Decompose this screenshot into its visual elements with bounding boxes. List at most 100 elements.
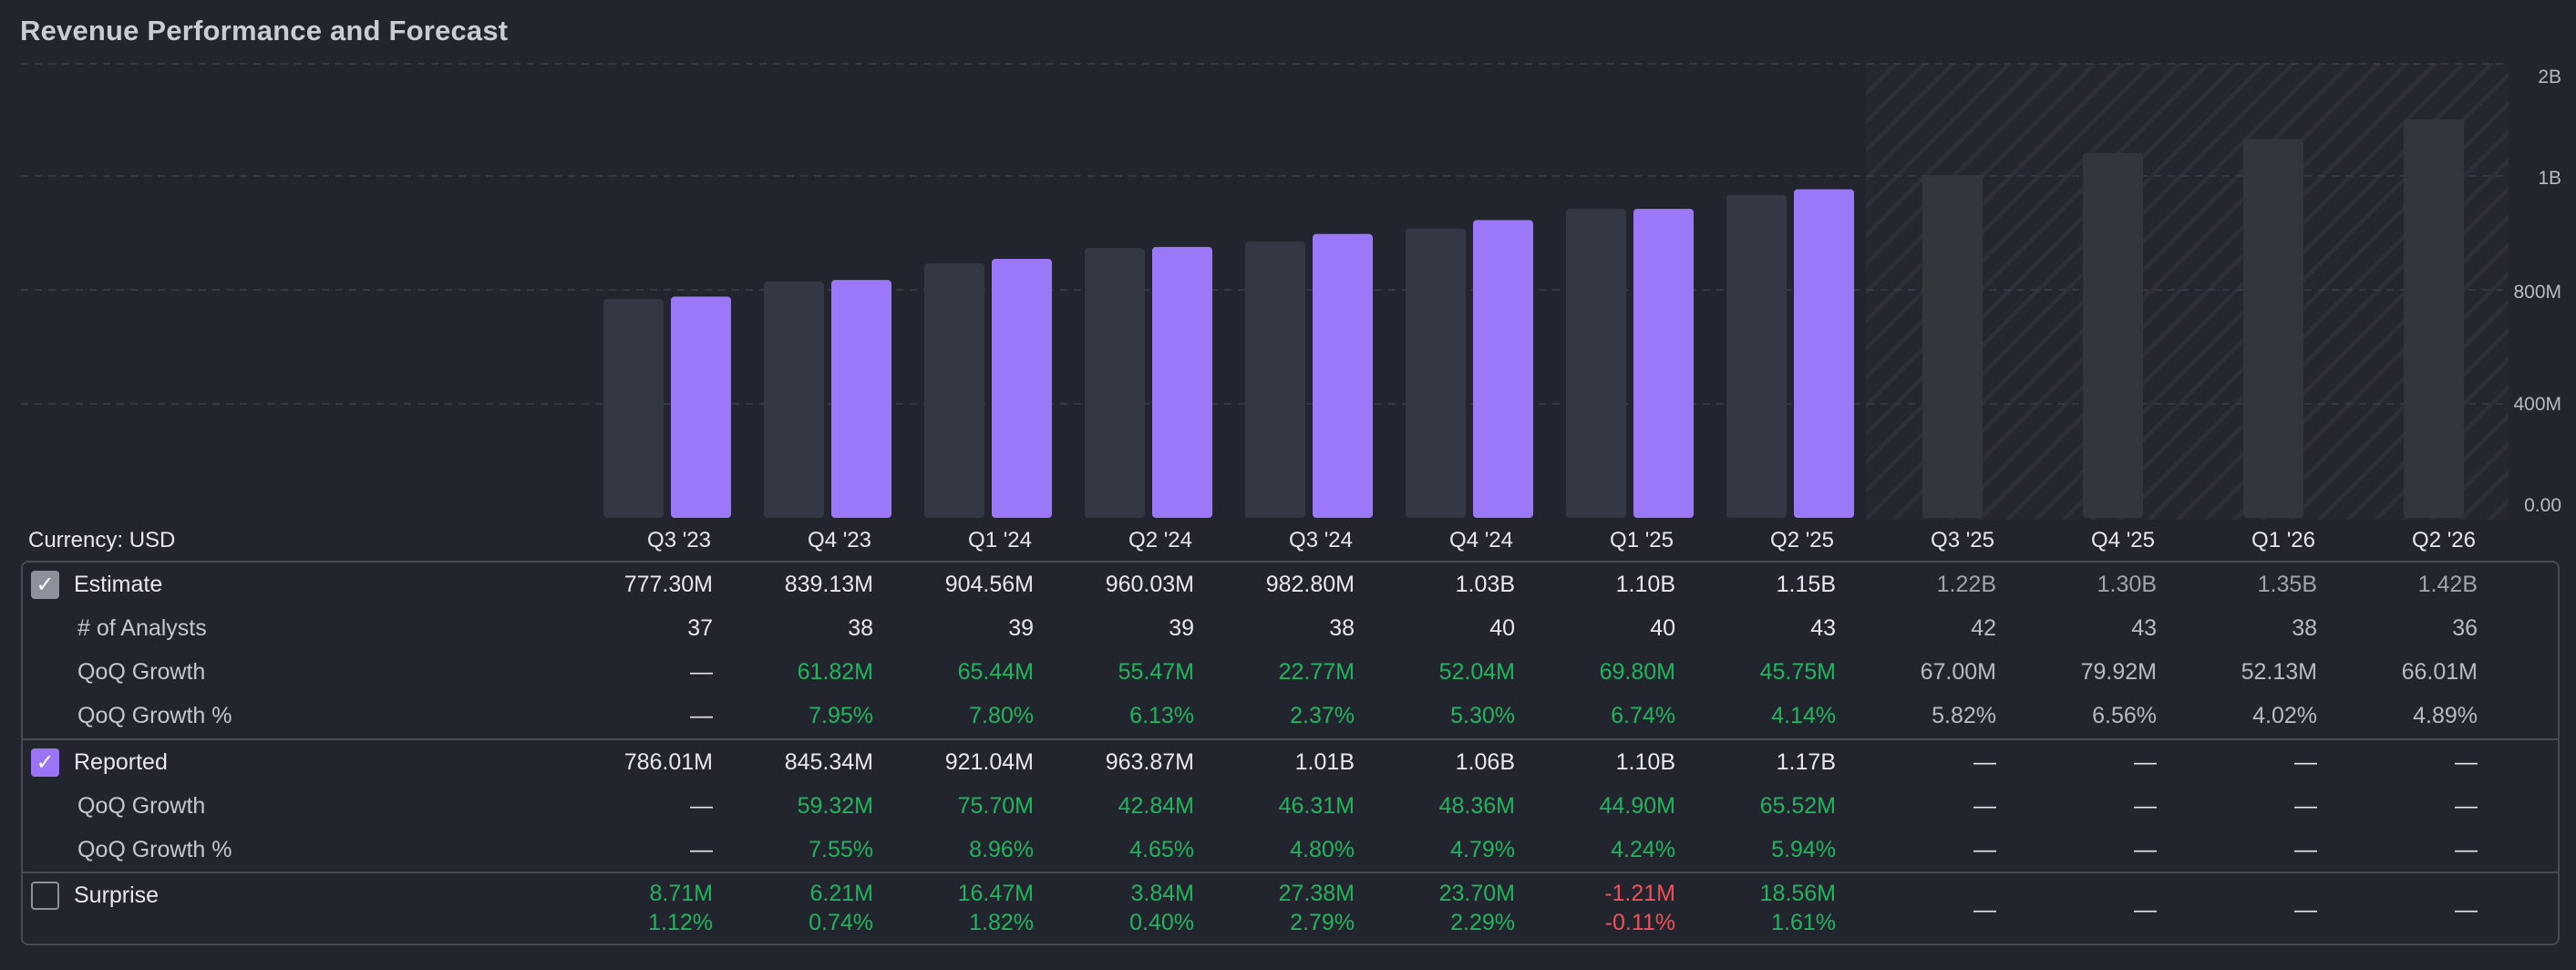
estimate-cell: 839.13M [784,572,873,597]
est_qoq-label: QoQ Growth [77,659,206,685]
estimate-bar[interactable] [764,282,824,518]
rep_qoq-cell: — [690,793,713,819]
estimate-cell: 1.15B [1776,572,1836,597]
x-tick-label: Q4 '25 [2091,528,2155,552]
rep_qoq-cell: 59.32M [797,793,873,819]
y-tick-label: 1B [2538,168,2561,189]
x-tick-label: Q1 '24 [968,528,1032,552]
estimate-cell: 982.80M [1265,572,1355,597]
estimate-bar[interactable] [1566,209,1626,519]
rep_qoq_pct-cell: — [2455,837,2478,862]
forecast-estimate-bar[interactable] [1922,175,1983,518]
x-tick-label: Q2 '24 [1128,528,1192,552]
estimate-bar[interactable] [603,299,664,518]
analysts-cell: 42 [1971,615,1996,641]
table-row-rep_qoq_pct: QoQ Growth % — 7.55% 8.96% 4.65% 4.80% 4.79% 4.… [23,828,2558,872]
rep_qoq-label: QoQ Growth [77,793,206,819]
est_qoq_pct-cell: — [690,703,713,728]
table-divider [23,738,2558,740]
est_qoq_pct-cell: 4.02% [2252,703,2317,728]
y-tick-label: 0.00 [2524,495,2561,516]
est_qoq_pct-label: QoQ Growth % [77,703,232,728]
estimate-bar[interactable] [924,263,984,518]
rep_qoq-cell: 42.84M [1118,793,1194,819]
table-row-analysts: # of Analysts 37 38 39 39 38 40 40 43 42 43 38 36 [23,606,2558,650]
est_qoq-cell: 52.13M [2241,659,2317,685]
x-tick-label: Q4 '23 [808,528,871,552]
forecast-estimate-bar[interactable] [2243,139,2303,518]
currency-label: Currency: USD [28,528,175,552]
reported-bar[interactable] [1313,233,1373,518]
estimate-bar[interactable] [1726,194,1787,518]
reported-bar[interactable] [671,296,731,518]
est_qoq_pct-cell: 5.30% [1450,703,1515,728]
table-row-reported: ✓ Reported 786.01M 845.34M 921.04M 963.87M 1.0… [23,740,2558,784]
forecast-estimate-bar[interactable] [2404,119,2464,518]
rep_qoq_pct-cell: — [1973,837,1996,862]
x-tick-label: Q4 '24 [1449,528,1513,552]
analysts-cell: 40 [1650,615,1675,641]
table-row-est_qoq: QoQ Growth — 61.82M 65.44M 55.47M 22.77M 52.04… [23,650,2558,694]
reported-bar[interactable] [1473,220,1533,518]
est_qoq_pct-cell: 7.95% [809,703,873,728]
estimate-cell: 1.42B [2417,572,2478,597]
surprise-checkbox[interactable] [31,882,59,910]
reported-cell: 1.17B [1776,749,1836,775]
est_qoq-cell: 65.44M [957,659,1034,685]
estimate-cell: 1.03B [1455,572,1515,597]
reported-cell: — [2455,749,2478,775]
rep_qoq-cell: 75.70M [957,793,1034,819]
surprise-cell: 18.56M 1.61% [1759,881,1836,935]
reported-cell: — [2134,749,2157,775]
rep_qoq-cell: — [2294,793,2317,819]
est_qoq-cell: 79.92M [2080,659,2157,685]
analysts-cell: 43 [1810,615,1836,641]
reported-checkbox[interactable]: ✓ [31,748,59,777]
analysts-cell: 38 [1329,615,1355,641]
table-divider [23,872,2558,873]
est_qoq_pct-cell: 4.14% [1771,703,1836,728]
est_qoq-cell: 52.04M [1438,659,1515,685]
rep_qoq_pct-cell: 7.55% [809,837,873,862]
reported-bar[interactable] [1794,189,1854,519]
surprise-cell: 23.70M 2.29% [1438,881,1515,935]
rep_qoq-cell: 48.36M [1438,793,1515,819]
y-axis-ticks: 2B 1B 800M 400M 0.00 [2513,67,2561,516]
reported-bar[interactable] [1152,246,1212,518]
est_qoq_pct-cell: 4.89% [2413,703,2478,728]
analysts-cell: 39 [1169,615,1194,641]
x-tick-label: Q1 '25 [1610,528,1674,552]
est_qoq-cell: 66.01M [2401,659,2478,685]
rep_qoq-cell: — [2134,793,2157,819]
reported-cell: 845.34M [784,749,873,775]
surprise-cell: 3.84M 0.40% [1129,881,1194,935]
estimate-cell: 1.22B [1936,572,1996,597]
estimate-cell: 960.03M [1105,572,1194,597]
rep_qoq_pct-cell: — [2294,837,2317,862]
rep_qoq_pct-label: QoQ Growth % [77,837,232,862]
estimate-bar[interactable] [1406,228,1466,519]
estimate-bar[interactable] [1245,242,1305,518]
rep_qoq-cell: 46.31M [1278,793,1355,819]
surprise-cell: — [2455,897,2478,923]
reported-bar[interactable] [992,258,1052,518]
est_qoq-cell: 69.80M [1599,659,1675,685]
reported-bar[interactable] [831,280,891,518]
surprise-cell: 16.47M 1.82% [957,881,1034,935]
estimate-cell: 777.30M [623,572,713,597]
estimate-cell: 904.56M [944,572,1034,597]
reported-bar[interactable] [1633,209,1694,519]
surprise-cell: 6.21M 0.74% [809,881,873,935]
table-row-rep_qoq: QoQ Growth — 59.32M 75.70M 42.84M 46.31M 48.36… [23,784,2558,828]
forecast-estimate-bar[interactable] [2083,152,2143,518]
rep_qoq-cell: 65.52M [1759,793,1836,819]
analysts-cell: 38 [2292,615,2317,641]
reported-cell: 921.04M [944,749,1034,775]
estimate-checkbox[interactable]: ✓ [31,571,59,599]
rep_qoq_pct-cell: 4.79% [1450,837,1515,862]
reported-cell: 963.87M [1105,749,1194,775]
bars [603,119,2464,519]
estimate-bar[interactable] [1085,247,1145,518]
x-tick-label: Q2 '25 [1770,528,1834,552]
surprise-cell: — [1973,897,1996,923]
